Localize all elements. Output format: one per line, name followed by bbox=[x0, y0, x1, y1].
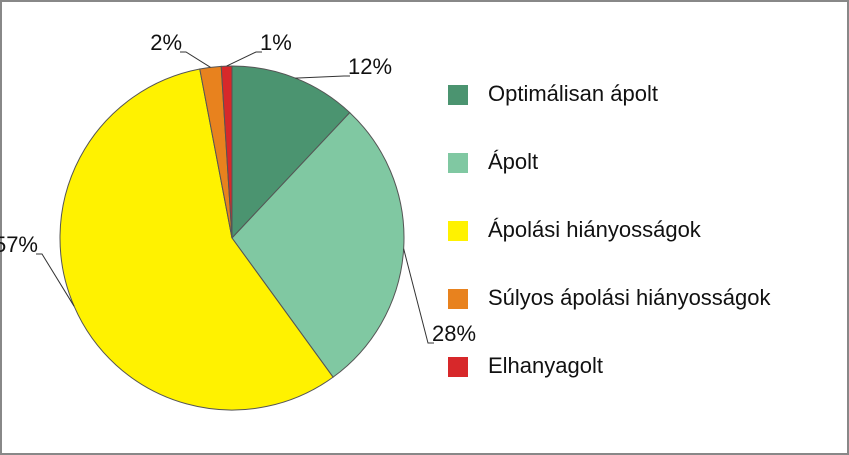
legend-label: Súlyos ápolási hiányosságok bbox=[488, 285, 772, 310]
leader-line bbox=[226, 51, 262, 67]
legend-label: Optimálisan ápolt bbox=[488, 81, 658, 106]
legend-swatch bbox=[448, 289, 468, 309]
leader-line bbox=[403, 248, 434, 344]
data-label: 1% bbox=[260, 30, 292, 55]
pie-slice bbox=[231, 65, 351, 240]
leader-line bbox=[295, 75, 350, 79]
data-label: 57% bbox=[0, 232, 38, 257]
leader-line bbox=[180, 51, 211, 68]
legend-swatch bbox=[448, 221, 468, 241]
pie-slice bbox=[231, 111, 405, 378]
legend-label: Ápolási hiányosságok bbox=[488, 217, 702, 242]
data-label: 12% bbox=[348, 54, 392, 79]
legend-swatch bbox=[448, 357, 468, 377]
legend-label: Elhanyagolt bbox=[488, 353, 603, 378]
pie-slice bbox=[220, 65, 233, 239]
legend-swatch bbox=[448, 153, 468, 173]
pie-slice bbox=[59, 68, 334, 411]
leader-line bbox=[36, 253, 75, 307]
legend-label: Ápolt bbox=[488, 149, 538, 174]
data-label: 28% bbox=[432, 321, 476, 346]
legend-swatch bbox=[448, 85, 468, 105]
legend: Optimálisan ápolt Ápolt Ápolási hiányosság… bbox=[448, 81, 772, 378]
data-label: 2% bbox=[150, 30, 182, 55]
pie: 12% 28% 57% 2% 1% bbox=[0, 30, 476, 411]
